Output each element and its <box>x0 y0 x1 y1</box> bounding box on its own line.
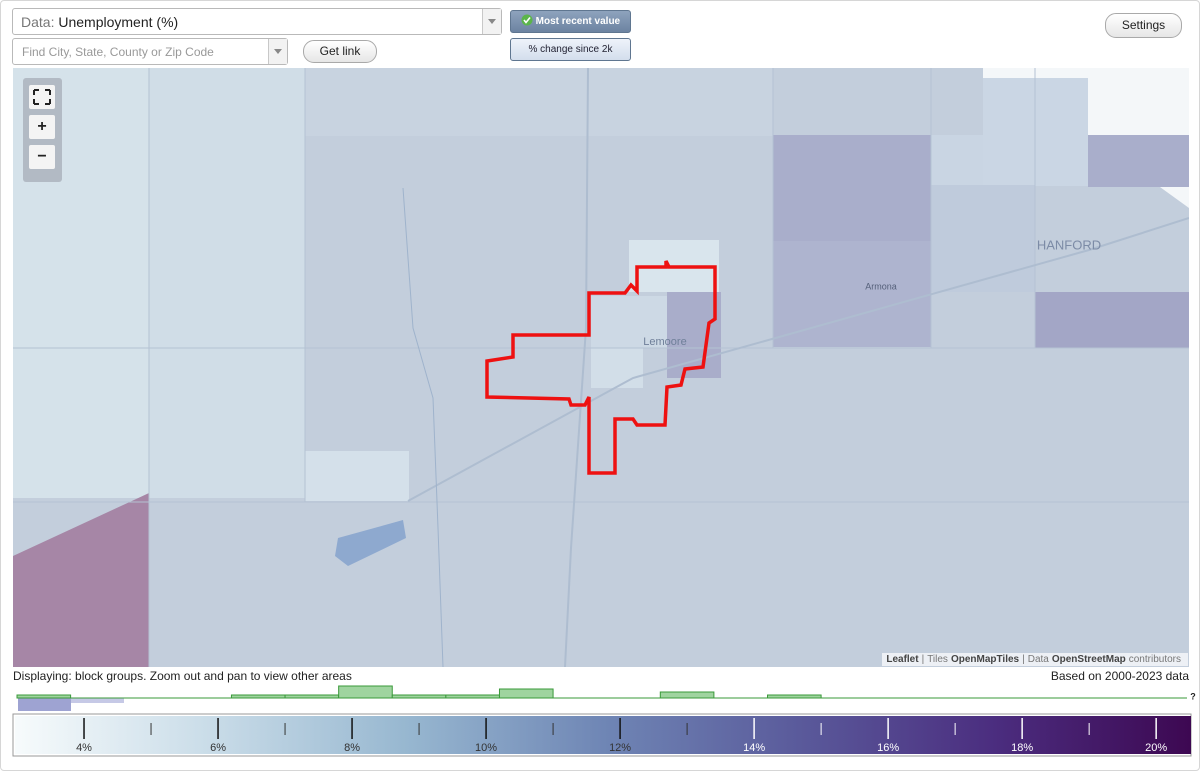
legend-tick-label: 12% <box>609 742 631 754</box>
place-label: HANFORD <box>1037 237 1101 252</box>
legend-tick-label: 8% <box>344 742 360 754</box>
get-link-button[interactable]: Get link <box>303 40 377 63</box>
histogram-bar <box>16 694 72 699</box>
displaying-note: Displaying: block groups. Zoom out and p… <box>13 669 352 683</box>
dropdown-arrow <box>482 9 501 34</box>
selection-highlight <box>71 698 124 703</box>
histogram-bar <box>338 685 393 699</box>
change-toggle[interactable]: % change since 2k <box>510 38 631 61</box>
histogram-bar <box>230 694 286 699</box>
area <box>773 135 931 241</box>
attribution-part: | <box>1022 654 1025 665</box>
fullscreen-icon <box>33 89 51 105</box>
data-select[interactable]: Data: Unemployment (%) <box>12 8 502 35</box>
zoom-out-label: − <box>37 148 46 165</box>
check-icon <box>521 14 533 26</box>
legend-gradient <box>15 716 1191 754</box>
histogram-bar <box>284 694 340 699</box>
area <box>667 292 721 378</box>
histogram-bar <box>445 694 500 699</box>
selection-highlight <box>18 698 71 711</box>
legend-tick-label: 14% <box>743 742 765 754</box>
data-value: Unemployment (%) <box>58 14 179 30</box>
area <box>305 68 773 136</box>
legend-frame <box>12 713 1192 757</box>
legend-tick-label: 6% <box>210 742 226 754</box>
map[interactable]: HANFORD Armona Lemoore + − <box>13 68 1189 667</box>
legend-tick-label: 10% <box>475 742 497 754</box>
zoom-out-button[interactable] <box>29 145 55 169</box>
attribution-part: Tiles <box>927 654 948 665</box>
attribution-part: Data <box>1027 654 1049 665</box>
histogram-bar <box>659 691 715 699</box>
settings-button[interactable]: Settings <box>1105 13 1182 38</box>
area <box>1035 292 1189 348</box>
legend-tick-label: 16% <box>877 742 899 754</box>
zoom-in-button[interactable] <box>29 115 55 139</box>
lake <box>335 520 406 566</box>
legend-tick-label: 18% <box>1011 742 1033 754</box>
place-label: Lemoore <box>643 336 686 348</box>
fullscreen-button[interactable] <box>29 85 55 109</box>
histogram-bar <box>498 688 554 699</box>
dropdown-arrow <box>268 39 287 64</box>
area <box>305 451 409 501</box>
search-placeholder: Find City, State, County or Zip Code <box>22 45 214 59</box>
selected-area <box>485 260 717 475</box>
legend-tick-label: 4% <box>76 742 92 754</box>
attribution-part[interactable]: OpenMapTiles <box>950 654 1020 665</box>
legend-tick-label: 20% <box>1145 742 1167 754</box>
attribution-part[interactable]: Leaflet <box>886 654 919 665</box>
area <box>149 68 305 498</box>
histogram-bar <box>767 694 822 699</box>
attribution-part[interactable]: OpenStreetMap <box>1051 654 1126 665</box>
area <box>591 348 643 388</box>
area <box>773 241 931 347</box>
area <box>931 185 1035 292</box>
search-box[interactable]: Find City, State, County or Zip Code <box>12 38 288 65</box>
histogram-bar <box>391 694 447 699</box>
place-label: Armona <box>865 281 897 291</box>
most-recent-toggle[interactable]: Most recent value <box>510 10 631 33</box>
attribution: Leaflet | Tiles OpenMapTiles | Data OpenStreet… <box>882 653 1188 666</box>
data-prefix: Data: <box>21 14 55 30</box>
based-on-note: Based on 2000-2023 data <box>1050 669 1189 683</box>
attribution-part: contributors <box>1128 654 1181 665</box>
zoom-in-label: + <box>37 118 46 135</box>
area <box>591 296 669 348</box>
area <box>13 493 149 667</box>
attribution-part: | <box>921 654 925 665</box>
area <box>1088 135 1189 187</box>
unknown-label: ? <box>1190 691 1196 701</box>
roads <box>13 68 1189 667</box>
most-recent-label: Most recent value <box>535 16 621 27</box>
